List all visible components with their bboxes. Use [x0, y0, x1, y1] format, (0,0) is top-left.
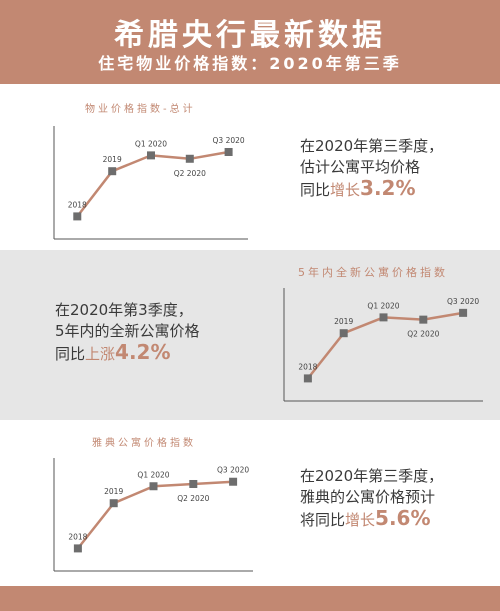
- callout-3-line2: 雅典的公寓价格预计: [300, 488, 436, 506]
- callout-2-line3: 同比上涨4.2%: [55, 342, 200, 365]
- callout-2: 在2020年第3季度， 5年内的全新公寓价格 同比上涨4.2%: [55, 300, 200, 365]
- chart-title-2: 5年内全新公寓价格指数: [298, 266, 448, 279]
- callout-3-value: 5.6%: [375, 506, 431, 530]
- series-line: [306, 311, 464, 380]
- data-point: [379, 313, 388, 322]
- data-point: [419, 315, 428, 324]
- callout-1: 在2020年第三季度， 估计公寓平均价格 同比增长3.2%: [300, 136, 443, 201]
- data-label: 2019: [103, 155, 122, 164]
- data-point: [73, 212, 82, 221]
- series-line: [76, 150, 229, 218]
- data-label: Q2 2020: [174, 169, 206, 178]
- series-line: [76, 480, 234, 550]
- callout-3-prefix: 将同比: [300, 511, 346, 529]
- data-label: Q1 2020: [135, 139, 167, 148]
- callout-1-line3: 同比增长3.2%: [300, 178, 443, 201]
- data-label: Q1 2020: [367, 301, 399, 310]
- data-label: Q2 2020: [177, 494, 209, 503]
- page-subtitle: 住宅物业价格指数：2020年第三季: [98, 54, 402, 73]
- data-point: [459, 308, 468, 317]
- callout-2-value: 4.2%: [115, 340, 171, 364]
- callout-1-highlight: 增长: [330, 181, 361, 199]
- data-point: [224, 147, 233, 156]
- chart-title-1: 物业价格指数-总计: [85, 104, 196, 115]
- data-label: 2018: [68, 532, 87, 541]
- data-label: 2018: [298, 362, 317, 371]
- data-label: 2019: [334, 317, 353, 326]
- section-band-2: [0, 250, 500, 420]
- callout-3-highlight: 增长: [345, 511, 376, 529]
- data-point: [303, 374, 312, 383]
- callout-1-line1: 在2020年第三季度，: [300, 137, 444, 155]
- data-point: [229, 477, 238, 486]
- data-label: Q3 2020: [447, 297, 479, 306]
- data-point: [189, 479, 198, 488]
- data-point: [149, 482, 158, 491]
- callout-2-line2: 5年内的全新公寓价格: [55, 322, 200, 340]
- data-point: [108, 167, 117, 176]
- data-label: Q3 2020: [213, 136, 245, 145]
- callout-1-line2: 估计公寓平均价格: [300, 158, 421, 176]
- data-label: Q3 2020: [217, 466, 249, 475]
- page-title: 希腊央行最新数据: [114, 18, 386, 53]
- data-point: [109, 499, 118, 508]
- callout-2-prefix: 同比: [55, 345, 86, 363]
- data-label: Q2 2020: [407, 330, 439, 339]
- data-point: [147, 151, 155, 160]
- chart-title-3: 雅典公寓价格指数: [92, 438, 196, 449]
- data-point: [73, 544, 82, 553]
- line-chart-3: 2018 2019 Q1 2020 Q2 2020 Q3 2020: [53, 458, 253, 572]
- line-chart-1: 2018 2019 Q1 2020 Q2 2020 Q3 2020: [53, 126, 248, 240]
- callout-2-line1: 在2020年第3季度，: [55, 301, 193, 319]
- footer-bar: [0, 586, 500, 611]
- data-point: [185, 154, 194, 163]
- callout-3: 在2020年第三季度， 雅典的公寓价格预计 将同比增长5.6%: [300, 466, 443, 531]
- callout-2-highlight: 上涨: [85, 345, 116, 363]
- data-label: 2019: [104, 487, 123, 496]
- callout-1-value: 3.2%: [360, 176, 416, 200]
- data-point: [339, 329, 348, 338]
- line-chart-2: 2018 2019 Q1 2020 Q2 2020 Q3 2020: [283, 288, 483, 402]
- data-label: Q1 2020: [137, 470, 169, 479]
- header-banner: 希腊央行最新数据 住宅物业价格指数：2020年第三季: [0, 0, 500, 84]
- callout-3-line3: 将同比增长5.6%: [300, 508, 443, 531]
- callout-3-line1: 在2020年第三季度，: [300, 467, 444, 485]
- callout-1-prefix: 同比: [300, 181, 331, 199]
- data-label: 2018: [68, 200, 87, 209]
